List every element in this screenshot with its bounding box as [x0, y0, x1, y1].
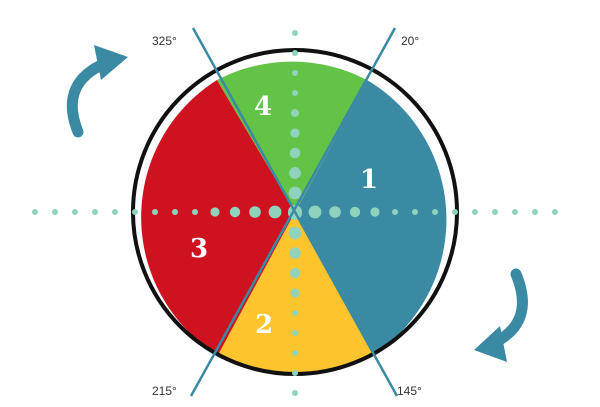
vertical-axis-dot: [292, 390, 298, 396]
vertical-axis-dot: [289, 147, 301, 159]
division-line-20-215: [189, 27, 397, 397]
vertical-axis-dot: [288, 186, 302, 200]
horizontal-axis-dot: [472, 209, 478, 215]
horizontal-axis-dot: [52, 209, 58, 215]
vertical-axis-dot: [292, 370, 298, 376]
sector-wedges: [141, 61, 447, 375]
vertical-axis-dot: [290, 128, 300, 138]
horizontal-axis-dot: [349, 206, 361, 218]
vertical-axis-dot: [292, 350, 298, 356]
vertical-axis-dot: [289, 167, 301, 179]
angle-label-145: 145°: [397, 384, 422, 398]
horizontal-axis-dot: [172, 209, 178, 215]
sector-3-number: 3: [190, 234, 208, 264]
vertical-axis-dot: [289, 247, 301, 259]
horizontal-axis-dot: [72, 209, 78, 215]
sector-2-number: 2: [255, 310, 273, 340]
horizontal-axis-dot: [552, 209, 558, 215]
sector-4-wedge: [217, 61, 367, 212]
vertical-axis-dot: [289, 267, 301, 279]
horizontal-axis-dot: [132, 209, 138, 215]
sector-1-wedge: [295, 80, 447, 355]
sector-1-number: 1: [360, 165, 378, 195]
vertical-axis-dot: [292, 90, 298, 96]
clockwise-arrow-icon: [66, 45, 128, 138]
sector-4-number: 4: [254, 92, 272, 122]
horizontal-axis-dot: [308, 205, 322, 219]
horizontal-axis-dot: [329, 206, 341, 218]
vertical-axis-dot: [292, 310, 298, 316]
horizontal-axis-dot: [532, 209, 538, 215]
horizontal-axis-dot: [268, 205, 282, 219]
horizontal-axis-dot: [192, 209, 198, 215]
division-lines: [189, 27, 399, 397]
vertical-axis-dot: [292, 50, 298, 56]
division-line-325-145: [191, 27, 399, 397]
angle-label-215: 215°: [152, 384, 177, 398]
horizontal-axis-dot: [432, 209, 438, 215]
horizontal-axis-dot: [452, 209, 458, 215]
vertical-axis-dot: [290, 288, 300, 298]
horizontal-axis-dot: [210, 207, 220, 217]
vertical-axis-dot: [292, 30, 298, 36]
vertical-axis-dot: [290, 108, 300, 118]
horizontal-axis-dot: [32, 209, 38, 215]
clockwise-arrow-icon: [474, 268, 528, 362]
horizontal-axis-dot: [492, 209, 498, 215]
angle-label-325: 325°: [152, 34, 177, 48]
horizontal-axis-dot: [229, 206, 241, 218]
horizontal-axis-dot: [112, 209, 118, 215]
horizontal-axis-dot: [152, 209, 158, 215]
horizontal-axis-dot: [370, 207, 380, 217]
horizontal-axis-dot: [512, 209, 518, 215]
vertical-axis-dot: [292, 70, 298, 76]
horizontal-axis-dot: [392, 209, 398, 215]
vertical-axis-dot: [288, 226, 302, 240]
horizontal-axis-dot: [92, 209, 98, 215]
horizontal-axis-dot: [412, 209, 418, 215]
sector-3-wedge: [141, 80, 295, 355]
angle-label-20: 20°: [401, 34, 419, 48]
vertical-axis-dot: [292, 330, 298, 336]
horizontal-axis-dot: [249, 206, 261, 218]
